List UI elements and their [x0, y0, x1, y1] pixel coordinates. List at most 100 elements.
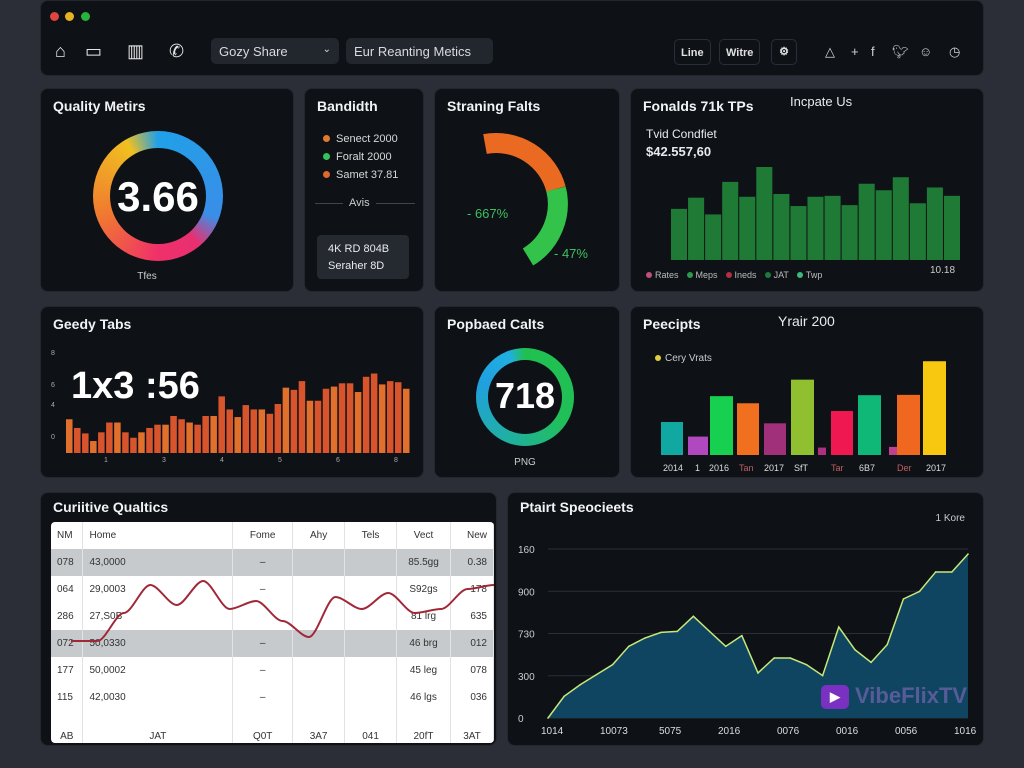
data-point	[837, 626, 840, 628]
geedy-bar	[130, 437, 137, 453]
geedy-bar	[106, 422, 113, 453]
geedy-bar	[354, 392, 362, 453]
table-row[interactable]: 177 50,0002– 45 leg 078	[51, 657, 494, 684]
chart-icon[interactable]: ▥	[127, 41, 145, 61]
legend-dot-icon	[796, 272, 803, 278]
panel-title: Straning Falts	[447, 98, 541, 114]
data-point	[967, 553, 969, 555]
table-cell: 46 brg	[396, 630, 451, 657]
fonalds-bar	[807, 196, 824, 260]
panel-title: Ptairt Speocieets	[520, 499, 634, 515]
column-header[interactable]: Home	[82, 522, 234, 549]
geedy-bar	[266, 413, 274, 453]
home-icon[interactable]: ⌂	[55, 41, 66, 61]
table-cell	[292, 657, 346, 684]
peecipts-bar	[737, 403, 759, 455]
y-tick-label: 160	[518, 545, 535, 556]
corner-label: 1 Kore	[935, 513, 965, 524]
panel-title: Popbaed Calts	[447, 316, 545, 332]
data-point	[902, 598, 905, 600]
settings-button[interactable]: ⚙	[771, 39, 797, 65]
column-header[interactable]: Vect	[396, 522, 451, 549]
table-cell: 0.38	[450, 549, 494, 576]
geedy-bar	[386, 381, 394, 453]
table-row[interactable]: 072 50,0330– 46 brg 012	[51, 630, 494, 657]
y-tick-label: 300	[518, 672, 535, 683]
data-point	[789, 657, 792, 659]
geedy-bar	[322, 388, 330, 453]
data-point	[821, 674, 824, 677]
x-tick-label: Der	[897, 463, 912, 473]
streaming-faults-panel: Straning Falts - 667% - 47%	[434, 88, 620, 292]
footer-cell: JAT	[82, 711, 234, 743]
x-tick-label: 6B7	[859, 463, 875, 473]
table-cell: 078	[51, 549, 84, 576]
corner-label: 10.18	[930, 265, 956, 276]
column-header[interactable]: Ahy	[292, 522, 346, 549]
geedy-bar-chart: 0 4 6 8 1 3 4 5 6 8	[51, 350, 410, 464]
panel-title: Curiitive Qualtics	[53, 499, 169, 515]
resolution-box: 4K RD 804B Seraher 8D	[317, 235, 409, 279]
table-row[interactable]: 115 42,0030– 46 lgs 036	[51, 684, 494, 711]
geedy-bar	[122, 432, 129, 453]
geedy-bar	[306, 400, 314, 453]
maximize-window-button[interactable]	[81, 12, 90, 21]
peecipts-panel: Peecipts Yrair 200 Cery Vrats 2014 1 2016 T…	[630, 306, 984, 478]
table-cell	[232, 603, 294, 630]
dashboard-dropdown[interactable]: Gozy Share ⌄	[211, 38, 339, 64]
column-header[interactable]: Tels	[344, 522, 398, 549]
twitter-icon[interactable]: 🐦︎	[892, 44, 909, 59]
white-button[interactable]: Witre	[719, 39, 761, 65]
geedy-bar	[378, 384, 386, 453]
x-tick-label: 2016	[718, 726, 741, 737]
clock-icon[interactable]: ◷	[949, 44, 961, 59]
y-tick-label: 0	[518, 714, 524, 725]
table-cell: –	[232, 630, 294, 657]
minimize-window-button[interactable]	[65, 12, 74, 21]
x-tick-label: 5	[278, 457, 282, 464]
panel-subtitle: Incpate Us	[790, 94, 853, 109]
close-window-button[interactable]	[50, 12, 59, 21]
legend-label: Ineds	[734, 270, 757, 280]
bandwidth-legend-item: Samet 37.81	[323, 169, 398, 181]
table-cell	[344, 549, 398, 576]
table-cell: 115	[51, 684, 84, 711]
monitor-icon[interactable]: ▭	[85, 41, 103, 61]
plus-icon[interactable]: +	[851, 44, 859, 59]
table-row[interactable]: 078 43,0000– 85.5gg 0.38	[51, 549, 494, 576]
legend-dot-icon	[725, 272, 732, 278]
popbaed-ring: 718	[476, 348, 574, 446]
x-tick-label: 2014	[663, 463, 683, 473]
triangle-icon[interactable]: △	[825, 44, 835, 59]
legend-label: Samet 37.81	[336, 169, 399, 181]
line-button[interactable]: Line	[674, 39, 711, 65]
geedy-bar	[146, 427, 153, 453]
table-cell	[344, 684, 398, 711]
x-tick-label: 4	[220, 457, 224, 464]
facebook-icon[interactable]: f	[871, 44, 875, 59]
popbaed-panel: Popbaed Calts 718 PNG	[434, 306, 620, 478]
streaming-orange-arc	[483, 133, 566, 192]
table-cell: 178	[450, 576, 494, 603]
column-header[interactable]: New	[450, 522, 494, 549]
table-row[interactable]: 286 27,S0B 81 lrg 635	[51, 603, 494, 630]
data-point	[676, 630, 679, 633]
data-point	[547, 717, 549, 719]
panel-title: Bandidth	[317, 98, 378, 114]
y-tick-label: 4	[51, 402, 55, 409]
geedy-bar	[234, 417, 242, 453]
chevron-down-icon: ⌄	[322, 44, 331, 55]
table-cell: 43,0000	[82, 549, 234, 576]
x-tick-label: 8	[394, 457, 398, 464]
geedy-bar	[186, 422, 193, 453]
column-header[interactable]: Fome	[232, 522, 294, 549]
fonalds-bar	[841, 205, 858, 260]
legend-label: Rates	[655, 270, 679, 280]
peecipts-bar	[923, 361, 946, 455]
smiley-icon[interactable]: ☺	[919, 44, 933, 59]
column-header[interactable]: NM	[51, 522, 84, 549]
data-point	[708, 630, 711, 633]
phone-icon[interactable]: ✆	[169, 41, 185, 61]
metrics-tab[interactable]: Eur Reanting Metics	[346, 38, 493, 64]
legend-item: Rates	[646, 270, 679, 280]
